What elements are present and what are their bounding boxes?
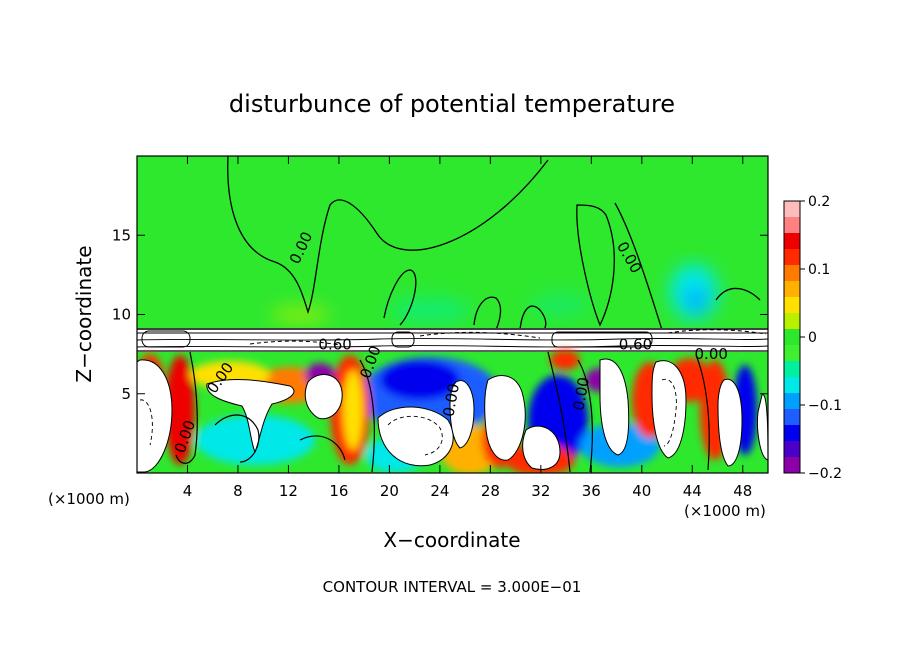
inversion-dash-3 bbox=[667, 329, 767, 335]
y-axis-ticks: 5 10 15 bbox=[112, 226, 768, 403]
contour-label-2: 0.60 bbox=[318, 336, 351, 354]
y-axis-label: Z−coordinate bbox=[72, 245, 96, 382]
blob-7 bbox=[165, 355, 195, 465]
lower-dashed-contours bbox=[139, 378, 677, 456]
inversion-dash-2 bbox=[419, 331, 541, 339]
solid-5 bbox=[577, 359, 593, 473]
x-tick-label-10: 44 bbox=[683, 482, 702, 500]
x-tick-label-8: 36 bbox=[582, 482, 601, 500]
dash-2 bbox=[661, 378, 677, 447]
colorbar-tick-label-0: −0.2 bbox=[808, 466, 842, 482]
chart-title: disturbunce of potential temperature bbox=[229, 90, 675, 118]
x-tick-label-7: 32 bbox=[531, 482, 550, 500]
x-tick-label-0: 4 bbox=[183, 482, 193, 500]
solid-2 bbox=[214, 414, 260, 463]
solid-6 bbox=[695, 354, 710, 471]
y-tick-label-0: 5 bbox=[121, 385, 131, 403]
lower-solid-contours bbox=[175, 351, 710, 473]
cell-5 bbox=[484, 375, 526, 461]
inversion-dash-1 bbox=[249, 340, 341, 346]
contour-label-3: 0.60 bbox=[619, 336, 652, 354]
solid-7 bbox=[299, 435, 346, 461]
cell-4 bbox=[377, 406, 454, 467]
cell-2 bbox=[206, 379, 295, 454]
plot-area bbox=[137, 156, 768, 473]
inversion-contours bbox=[137, 328, 768, 352]
blob-6 bbox=[343, 370, 363, 450]
x-tick-label-2: 12 bbox=[279, 482, 298, 500]
lower-white-cells bbox=[137, 358, 768, 473]
x-tick-label-4: 20 bbox=[380, 482, 399, 500]
inversion-cell-3 bbox=[551, 331, 653, 348]
x-tick-label-6: 28 bbox=[481, 482, 500, 500]
contour-upper-6 bbox=[519, 305, 547, 332]
contour-interval: CONTOUR INTERVAL = 3.000E−01 bbox=[323, 578, 582, 596]
x-tick-label-11: 48 bbox=[733, 482, 752, 500]
solid-1 bbox=[175, 351, 198, 464]
y-tick-label-1: 10 bbox=[112, 306, 131, 324]
upper-perturbations bbox=[270, 264, 718, 323]
cell-7 bbox=[599, 358, 630, 456]
contour-upper-5 bbox=[473, 296, 502, 331]
colorbar-tick-label-3: 0.1 bbox=[808, 262, 830, 278]
x-unit-right: (×1000 m) bbox=[684, 502, 766, 520]
inversion-line-4 bbox=[137, 344, 768, 348]
contour-upper-1 bbox=[227, 156, 549, 314]
solid-4 bbox=[547, 351, 571, 473]
x-tick-label-3: 16 bbox=[329, 482, 348, 500]
contour-upper-4 bbox=[383, 269, 417, 326]
dash-3 bbox=[139, 399, 153, 446]
blob-blue-upper bbox=[686, 288, 706, 312]
solid-3 bbox=[359, 359, 375, 473]
cell-10 bbox=[449, 380, 475, 449]
y-tick-label-2: 15 bbox=[112, 226, 131, 244]
inversion-line-3 bbox=[137, 337, 768, 341]
cell-11 bbox=[757, 394, 768, 461]
blob-15 bbox=[550, 350, 580, 370]
colorbar bbox=[783, 200, 801, 474]
upper-contours bbox=[227, 156, 761, 332]
x-axis-label: X−coordinate bbox=[383, 528, 520, 552]
contour-upper-7 bbox=[715, 287, 761, 301]
contour-upper-3 bbox=[614, 202, 663, 331]
contour-upper-2 bbox=[576, 204, 615, 327]
colorbar-tick-label-4: 0.2 bbox=[808, 194, 830, 210]
x-tick-label-1: 8 bbox=[233, 482, 243, 500]
blob-green-upper-1 bbox=[390, 298, 470, 322]
cell-8 bbox=[651, 360, 687, 459]
cell-1 bbox=[137, 359, 173, 473]
blob-3 bbox=[380, 360, 460, 400]
colorbar-ticks: −0.2 −0.1 0 0.1 0.2 bbox=[800, 194, 842, 482]
blob-green-upper-2 bbox=[530, 295, 590, 315]
x-tick-label-5: 24 bbox=[430, 482, 449, 500]
x-tick-label-9: 40 bbox=[632, 482, 651, 500]
inversion-cell-2 bbox=[391, 331, 415, 348]
x-unit-left: (×1000 m) bbox=[48, 490, 130, 508]
contour-label-8: 0.00 bbox=[569, 376, 593, 412]
inversion-cell-1 bbox=[141, 330, 191, 348]
cell-3 bbox=[304, 374, 343, 420]
contour-label-7: 0.00 bbox=[439, 382, 463, 418]
cell-6 bbox=[522, 425, 561, 470]
cell-9 bbox=[717, 378, 743, 467]
colorbar-tick-label-2: 0 bbox=[808, 330, 817, 346]
contour-label-4: 0.00 bbox=[695, 345, 728, 363]
blob-yellow-upper bbox=[270, 307, 330, 323]
x-axis-ticks: 4 8 12 16 20 24 28 32 36 40 44 48 bbox=[183, 156, 752, 500]
colorbar-tick-label-1: −0.1 bbox=[808, 398, 842, 414]
dash-1 bbox=[387, 415, 443, 456]
